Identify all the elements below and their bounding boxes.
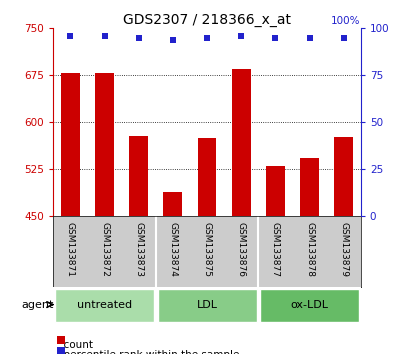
Text: GSM133878: GSM133878 (304, 222, 313, 276)
Point (237, 33, 244, 39)
Bar (231, 69, 250, 216)
Bar (333, 137, 352, 216)
Bar (129, 136, 148, 216)
Bar (197, 138, 216, 216)
Text: GSM133876: GSM133876 (236, 222, 245, 276)
Point (67, 33, 74, 39)
Text: count: count (57, 340, 93, 350)
Bar (61, 73, 80, 216)
Point (306, 35, 312, 41)
Bar (157, 289, 256, 322)
Bar (163, 192, 182, 216)
Text: GSM133873: GSM133873 (134, 222, 143, 276)
Text: GSM133875: GSM133875 (202, 222, 211, 276)
Text: GSM133872: GSM133872 (100, 222, 109, 276)
Point (101, 33, 108, 39)
Bar (259, 289, 358, 322)
Bar (95, 73, 114, 216)
Point (339, 35, 346, 41)
Text: GSM133879: GSM133879 (338, 222, 347, 276)
Text: agent: agent (21, 299, 54, 310)
Text: 100%: 100% (330, 16, 360, 27)
Bar (265, 166, 284, 216)
Text: GSM133871: GSM133871 (66, 222, 75, 276)
Title: GDS2307 / 218366_x_at: GDS2307 / 218366_x_at (123, 13, 290, 27)
Text: LDL: LDL (196, 299, 217, 310)
Point (135, 35, 142, 41)
Point (169, 37, 176, 42)
Bar (299, 158, 318, 216)
Point (272, 35, 278, 41)
Text: untreated: untreated (77, 299, 132, 310)
Text: ox-LDL: ox-LDL (290, 299, 328, 310)
Bar (55, 289, 154, 322)
Text: percentile rank within the sample: percentile rank within the sample (57, 350, 239, 354)
Point (203, 35, 210, 41)
Text: GSM133877: GSM133877 (270, 222, 279, 276)
Text: GSM133874: GSM133874 (168, 222, 177, 276)
